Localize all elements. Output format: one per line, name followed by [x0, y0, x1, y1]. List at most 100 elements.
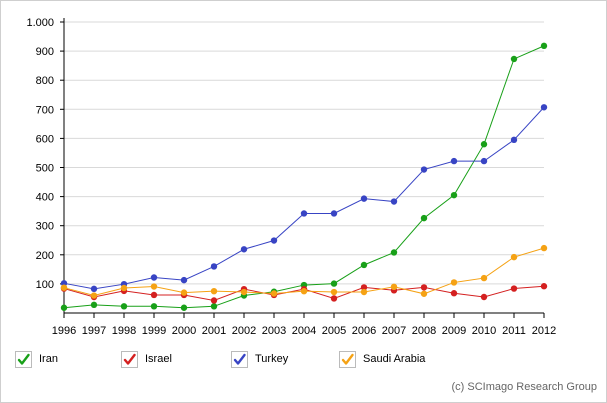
data-point-iran [60, 304, 68, 311]
y-axis-ticks: 100 200 300 400 500 600 700 800 900 1.000 [26, 17, 64, 291]
legend-label: Israel [145, 353, 172, 365]
data-point-saudi-arabia [240, 288, 248, 296]
x-tick-label: 2006 [352, 325, 376, 337]
data-point-turkey [240, 246, 248, 253]
y-tick-label: 900 [36, 46, 54, 58]
data-point-turkey [210, 263, 218, 270]
data-point-israel [510, 285, 518, 292]
x-tick-label: 1997 [82, 325, 106, 337]
legend-item-israel[interactable]: Israel [121, 349, 172, 369]
data-point-iran [540, 42, 548, 50]
legend-label: Saudi Arabia [363, 353, 426, 365]
series-iran [60, 42, 548, 311]
series-group [60, 42, 548, 311]
data-point-iran [90, 301, 98, 309]
check-icon[interactable] [339, 350, 356, 368]
data-point-israel [360, 284, 368, 291]
x-tick-label: 2004 [292, 325, 316, 337]
legend: Iran Israel Turkey Saudi Arabia [15, 349, 595, 369]
data-point-turkey [390, 198, 398, 205]
y-tick-label: 600 [36, 133, 54, 145]
series-line-iran [63, 45, 545, 309]
data-point-turkey [540, 104, 548, 111]
legend-item-saudi-arabia[interactable]: Saudi Arabia [339, 349, 425, 369]
data-point-iran [480, 141, 488, 148]
data-point-iran [180, 304, 188, 311]
data-point-israel [450, 290, 458, 297]
x-tick-label: 1998 [112, 325, 136, 337]
data-point-iran [510, 55, 518, 63]
data-point-turkey [450, 157, 458, 165]
data-point-iran [390, 249, 398, 256]
x-tick-label: 1999 [142, 325, 166, 337]
data-point-iran [420, 214, 428, 222]
check-icon[interactable] [15, 350, 32, 368]
data-point-saudi-arabia [510, 253, 518, 261]
check-icon[interactable] [231, 350, 248, 368]
legend-item-turkey[interactable]: Turkey [231, 349, 288, 369]
data-point-israel [420, 284, 428, 291]
data-point-iran [150, 303, 158, 310]
data-point-iran [330, 280, 338, 287]
y-tick-label: 500 [36, 163, 54, 175]
data-point-turkey [360, 195, 368, 202]
legend-item-iran[interactable]: Iran [15, 349, 58, 369]
data-point-iran [210, 303, 218, 310]
y-tick-label: 200 [36, 250, 54, 262]
credit-text: (c) SCImago Research Group [451, 381, 598, 393]
data-point-saudi-arabia [540, 244, 548, 252]
data-point-israel [480, 293, 488, 301]
data-point-saudi-arabia [360, 288, 368, 296]
y-tick-label: 400 [36, 192, 54, 204]
data-point-saudi-arabia [60, 284, 68, 291]
data-point-saudi-arabia [450, 279, 458, 286]
x-tick-label: 2002 [232, 325, 256, 337]
x-tick-label: 2009 [442, 325, 466, 337]
series-turkey [60, 104, 548, 293]
x-axis-ticks: 1996 1997 1998 1999 2000 2001 2002 2003 2004 2005… [52, 313, 556, 337]
grid-lines [64, 21, 544, 285]
y-tick-label: 800 [36, 75, 54, 87]
x-tick-label: 2011 [502, 325, 526, 337]
data-point-turkey [180, 276, 188, 284]
data-point-turkey [420, 166, 428, 173]
check-icon[interactable] [121, 350, 138, 368]
series-line-turkey [63, 106, 545, 290]
data-point-israel [150, 291, 158, 299]
data-point-saudi-arabia [150, 283, 158, 290]
data-point-turkey [510, 136, 518, 144]
y-tick-label: 1.000 [26, 17, 54, 29]
data-point-turkey [150, 274, 158, 281]
data-point-saudi-arabia [90, 292, 98, 299]
data-point-iran [450, 191, 458, 199]
legend-label: Iran [39, 353, 58, 365]
x-tick-label: 2001 [202, 325, 226, 337]
data-point-saudi-arabia [120, 284, 128, 292]
x-tick-label: 2010 [472, 325, 496, 337]
x-tick-label: 1996 [52, 325, 76, 337]
x-tick-label: 2012 [532, 325, 556, 337]
x-tick-label: 2003 [262, 325, 286, 337]
data-point-saudi-arabia [180, 289, 188, 296]
data-point-turkey [270, 237, 278, 244]
x-tick-label: 2000 [172, 325, 196, 337]
data-point-saudi-arabia [480, 274, 488, 282]
data-point-turkey [300, 210, 308, 217]
data-point-turkey [480, 157, 488, 165]
data-point-saudi-arabia [300, 287, 308, 295]
data-point-israel [540, 283, 548, 290]
data-point-saudi-arabia [390, 283, 398, 291]
data-point-turkey [330, 210, 338, 217]
data-point-turkey [90, 285, 98, 293]
x-tick-label: 2005 [322, 325, 346, 337]
data-point-iran [360, 261, 368, 269]
data-point-iran [120, 303, 128, 310]
y-tick-label: 100 [36, 279, 54, 291]
data-point-israel [210, 297, 218, 304]
data-point-saudi-arabia [420, 290, 428, 297]
data-point-saudi-arabia [270, 290, 278, 297]
data-point-saudi-arabia [210, 287, 218, 295]
series-saudi-arabia [60, 244, 548, 299]
